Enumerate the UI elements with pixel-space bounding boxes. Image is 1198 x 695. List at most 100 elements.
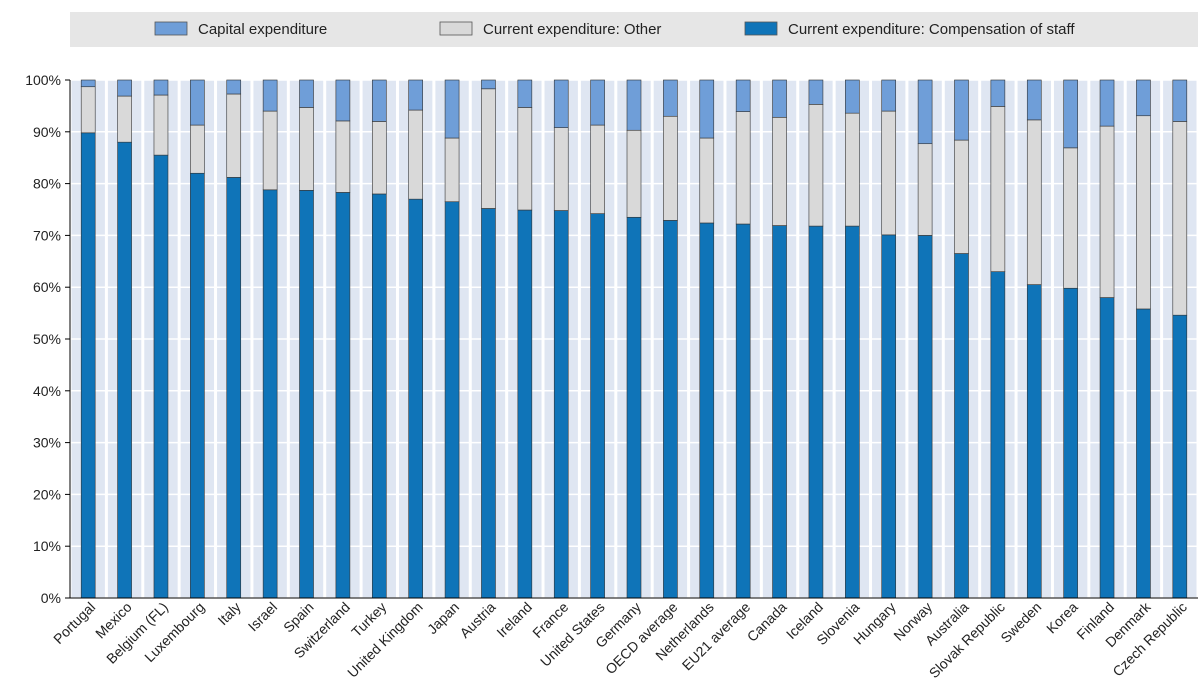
bar-denmark-current-expenditure-other xyxy=(1136,115,1151,310)
y-tick-label: 20% xyxy=(33,486,61,502)
bar-iceland-current-expenditure-compensation-of-staff xyxy=(808,225,824,599)
bar-turkey-current-expenditure-compensation-of-staff xyxy=(371,193,387,599)
legend-item-current-expenditure-other: Current expenditure: Other xyxy=(439,21,661,38)
bar-iceland-capital-expenditure xyxy=(808,79,824,105)
bar-denmark-capital-expenditure xyxy=(1136,79,1151,117)
bar-ireland-current-expenditure-compensation-of-staff xyxy=(517,209,533,599)
bar-eu21-average-capital-expenditure xyxy=(735,79,751,112)
bar-hungary-current-expenditure-compensation-of-staff xyxy=(881,234,897,599)
legend-swatch xyxy=(154,21,188,36)
bar-portugal-current-expenditure-other xyxy=(80,86,96,134)
bar-united-kingdom-current-expenditure-compensation-of-staff xyxy=(408,198,423,599)
bar-germany-capital-expenditure xyxy=(626,79,642,131)
bar-slovak-republic-current-expenditure-compensation-of-staff xyxy=(990,271,1006,599)
legend-label: Current expenditure: Other xyxy=(483,21,661,38)
legend-swatch xyxy=(439,21,473,36)
bar-canada-capital-expenditure xyxy=(772,79,787,118)
bar-slovenia-current-expenditure-compensation-of-staff xyxy=(845,225,860,599)
bar-slovenia-current-expenditure-other xyxy=(845,112,860,227)
bar-united-states-current-expenditure-other xyxy=(590,124,605,214)
bar-oecd-average-capital-expenditure xyxy=(663,79,678,117)
plot-area xyxy=(68,79,1198,599)
x-tick-label-portugal: Portugal xyxy=(50,599,98,647)
bar-austria-current-expenditure-other xyxy=(481,88,496,209)
bar-spain-current-expenditure-other xyxy=(299,107,314,191)
legend-label: Capital expenditure xyxy=(198,21,327,38)
bar-belgium-fl-current-expenditure-compensation-of-staff xyxy=(153,154,169,599)
bar-norway-current-expenditure-compensation-of-staff xyxy=(917,235,933,599)
bar-turkey-capital-expenditure xyxy=(371,79,387,122)
x-tick-label-austria: Austria xyxy=(456,599,498,641)
bar-united-states-capital-expenditure xyxy=(590,79,605,126)
bar-turkey-current-expenditure-other xyxy=(371,121,387,195)
y-tick-label: 70% xyxy=(33,227,61,243)
bar-eu21-average-current-expenditure-other xyxy=(735,111,751,225)
bar-belgium-fl-capital-expenditure xyxy=(153,79,169,96)
bar-japan-capital-expenditure xyxy=(444,79,460,139)
legend-item-capital-expenditure: Capital expenditure xyxy=(154,21,327,38)
bar-spain-current-expenditure-compensation-of-staff xyxy=(299,190,314,599)
legend-swatch xyxy=(744,21,778,36)
bar-czech-republic-capital-expenditure xyxy=(1172,79,1188,122)
y-tick-label: 10% xyxy=(33,538,61,554)
bar-finland-current-expenditure-other xyxy=(1099,125,1115,298)
x-tick-label-italy: Italy xyxy=(214,599,243,628)
bar-slovak-republic-capital-expenditure xyxy=(990,79,1006,107)
bar-ireland-capital-expenditure xyxy=(517,79,533,108)
legend-item-current-expenditure-compensation-of-staff: Current expenditure: Compensation of sta… xyxy=(744,21,1075,38)
bar-france-capital-expenditure xyxy=(553,79,569,128)
bar-france-current-expenditure-other xyxy=(553,127,569,211)
bar-oecd-average-current-expenditure-other xyxy=(663,115,678,221)
bar-italy-current-expenditure-compensation-of-staff xyxy=(226,177,242,599)
bar-czech-republic-current-expenditure-other xyxy=(1172,121,1188,316)
x-tick-label-japan: Japan xyxy=(424,599,462,637)
bar-israel-current-expenditure-compensation-of-staff xyxy=(262,189,278,599)
bar-sweden-capital-expenditure xyxy=(1026,79,1042,121)
legend-label: Current expenditure: Compensation of sta… xyxy=(788,21,1075,38)
y-tick-label: 90% xyxy=(33,124,61,140)
bar-iceland-current-expenditure-other xyxy=(808,104,824,227)
bar-france-current-expenditure-compensation-of-staff xyxy=(553,210,569,599)
bar-israel-current-expenditure-other xyxy=(262,110,278,191)
bar-united-states-current-expenditure-compensation-of-staff xyxy=(590,213,605,599)
bar-belgium-fl-current-expenditure-other xyxy=(153,94,169,156)
bar-portugal-current-expenditure-compensation-of-staff xyxy=(80,132,96,599)
bar-israel-capital-expenditure xyxy=(262,79,278,112)
bar-canada-current-expenditure-compensation-of-staff xyxy=(772,225,787,599)
bar-mexico-current-expenditure-compensation-of-staff xyxy=(117,141,132,599)
bar-switzerland-current-expenditure-compensation-of-staff xyxy=(335,192,351,599)
bar-luxembourg-current-expenditure-other xyxy=(190,124,205,174)
bar-eu21-average-current-expenditure-compensation-of-staff xyxy=(735,223,751,599)
bar-korea-capital-expenditure xyxy=(1063,79,1078,149)
bar-oecd-average-current-expenditure-compensation-of-staff xyxy=(663,220,678,599)
bar-spain-capital-expenditure xyxy=(299,79,314,108)
y-tick-label: 40% xyxy=(33,383,61,399)
y-tick-label: 50% xyxy=(33,331,61,347)
legend: Capital expenditure Current expenditure: … xyxy=(70,12,1198,47)
bar-korea-current-expenditure-other xyxy=(1063,147,1078,289)
bar-sweden-current-expenditure-compensation-of-staff xyxy=(1026,284,1042,599)
bar-japan-current-expenditure-compensation-of-staff xyxy=(444,201,460,599)
bar-ireland-current-expenditure-other xyxy=(517,107,533,211)
bar-czech-republic-current-expenditure-compensation-of-staff xyxy=(1172,314,1188,599)
bar-norway-capital-expenditure xyxy=(917,79,933,145)
bar-slovenia-capital-expenditure xyxy=(845,79,860,114)
bar-germany-current-expenditure-compensation-of-staff xyxy=(626,216,642,599)
y-axis: 0% 10% 20% 30% 40% 50% 60% 70% 80% 90% 100% xyxy=(25,72,71,606)
bar-switzerland-capital-expenditure xyxy=(335,79,351,122)
y-tick-label: 60% xyxy=(33,279,61,295)
bar-luxembourg-current-expenditure-compensation-of-staff xyxy=(190,172,205,599)
bar-united-kingdom-current-expenditure-other xyxy=(408,109,423,200)
bar-slovak-republic-current-expenditure-other xyxy=(990,106,1006,272)
bar-hungary-capital-expenditure xyxy=(881,79,897,112)
bar-united-kingdom-capital-expenditure xyxy=(408,79,423,111)
bar-australia-current-expenditure-other xyxy=(954,139,969,254)
x-tick-label-sweden: Sweden xyxy=(997,599,1044,646)
bar-luxembourg-capital-expenditure xyxy=(190,79,205,126)
legend-background xyxy=(70,12,1198,47)
bar-netherlands-current-expenditure-compensation-of-staff xyxy=(699,222,715,599)
bar-korea-current-expenditure-compensation-of-staff xyxy=(1063,287,1078,599)
bar-netherlands-capital-expenditure xyxy=(699,79,715,139)
